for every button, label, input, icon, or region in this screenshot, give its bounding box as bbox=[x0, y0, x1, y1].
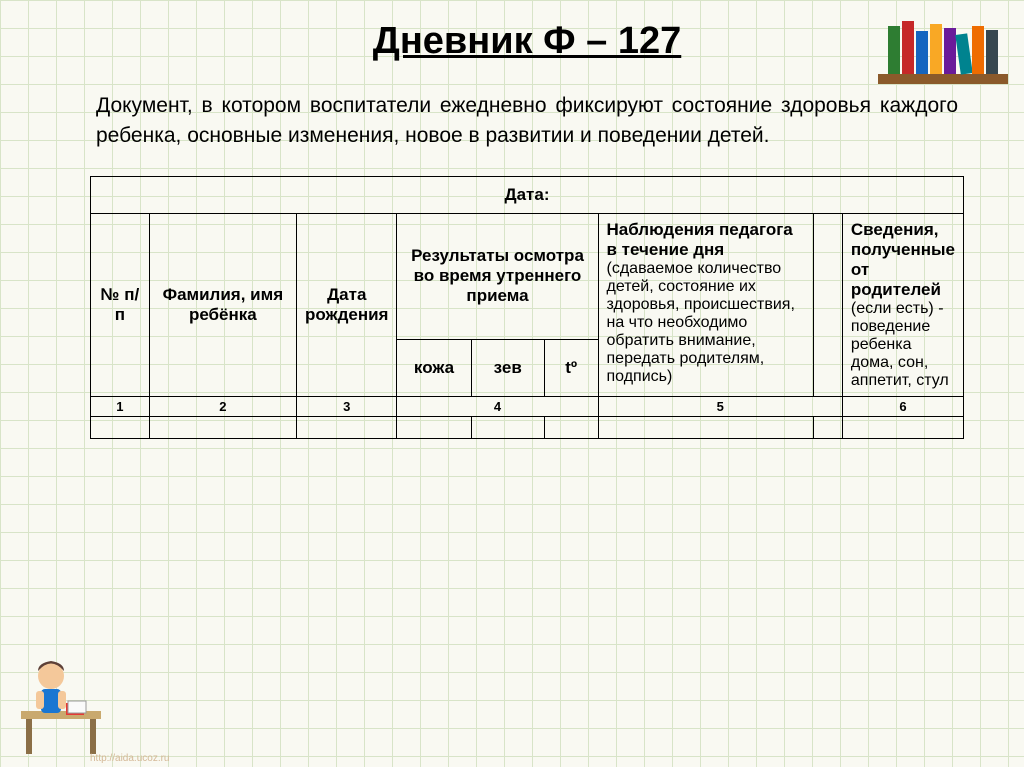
header-row-1: № п/п Фамилия, имя ребёнка Дата рождения… bbox=[91, 213, 964, 339]
date-label: Дата: bbox=[91, 176, 964, 213]
empty-data-row bbox=[91, 416, 964, 438]
col-num-5: 5 bbox=[598, 396, 842, 416]
description-text: Документ, в котором воспитатели ежедневн… bbox=[90, 91, 964, 152]
col-header-skin: кожа bbox=[397, 339, 471, 396]
col-header-name: Фамилия, имя ребёнка bbox=[149, 213, 296, 396]
col-header-info: Сведения, полученные от родителей (если … bbox=[842, 213, 963, 396]
col-num-6: 6 bbox=[842, 396, 963, 416]
obs-sub: (сдаваемое количество детей, состояние и… bbox=[607, 260, 805, 386]
slide-content: Дневник Ф – 127 Документ, в котором восп… bbox=[0, 0, 1024, 439]
student-at-desk-icon bbox=[6, 641, 116, 761]
col-num-4: 4 bbox=[397, 396, 598, 416]
watermark-link: http://aida.ucoz.ru bbox=[90, 753, 170, 764]
col-num-1: 1 bbox=[91, 396, 150, 416]
col-num-2: 2 bbox=[149, 396, 296, 416]
info-title: Сведения, полученные от родителей bbox=[851, 220, 955, 300]
books-shelf-icon bbox=[878, 6, 1008, 91]
col-header-temp: tº bbox=[544, 339, 598, 396]
col-header-birth: Дата рождения bbox=[297, 213, 397, 396]
col-header-exam-group: Результаты осмотра во время утреннего пр… bbox=[397, 213, 598, 339]
col-header-np: № п/п bbox=[91, 213, 150, 396]
column-number-row: 1 2 3 4 5 6 bbox=[91, 396, 964, 416]
obs-title: Наблюдения педагога в течение дня bbox=[607, 220, 805, 260]
info-sub: (если есть) - поведение ребенка дома, со… bbox=[851, 300, 955, 390]
journal-table: Дата: № п/п Фамилия, имя ребёнка Дата ро… bbox=[90, 176, 964, 439]
col-num-3: 3 bbox=[297, 396, 397, 416]
col-header-blank bbox=[813, 213, 842, 396]
col-header-zev: зев bbox=[471, 339, 544, 396]
col-header-observations: Наблюдения педагога в течение дня (сдава… bbox=[598, 213, 813, 396]
date-row: Дата: bbox=[91, 176, 964, 213]
page-title: Дневник Ф – 127 bbox=[90, 20, 964, 63]
